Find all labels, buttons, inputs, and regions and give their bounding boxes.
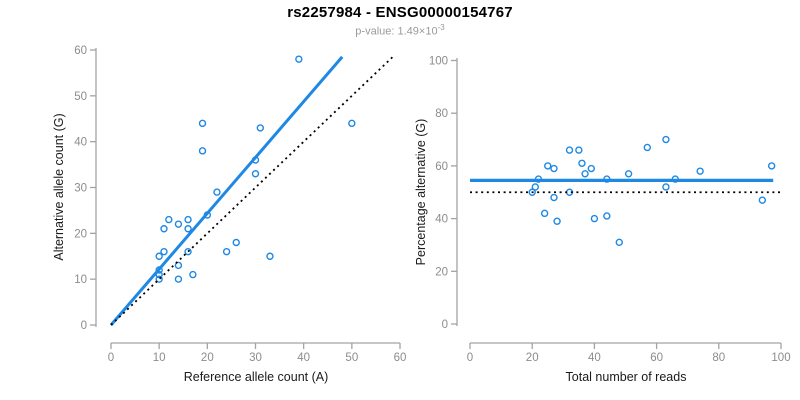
data-point [295,55,303,63]
y-tick-label: 0 [81,320,87,332]
data-point [587,164,595,173]
y-tick-label: 30 [74,183,87,195]
data-point [160,225,168,233]
y-tick-label: 40 [74,137,87,149]
data-point [603,212,611,220]
data-point [615,238,623,247]
x-tick-label: 80 [712,352,725,364]
data-point [213,188,221,196]
data-point [758,196,767,204]
data-point [256,124,265,132]
data-point [184,225,192,233]
data-point [624,170,633,178]
y-tick-label: 60 [74,45,87,57]
data-point [553,217,561,225]
x-tick-label: 50 [345,352,358,364]
data-point [662,183,670,191]
data-point [251,170,260,178]
y-tick-label: 40 [435,214,448,226]
data-point [198,119,207,128]
p-value-exponent: -3 [437,23,445,32]
x-tick-label: 20 [526,352,539,364]
y-tick-label: 20 [435,266,448,278]
x-tick-label: 0 [108,352,114,364]
y-tick-label: 10 [74,274,87,286]
data-point [544,162,552,170]
data-point [578,159,586,167]
data-point [155,252,163,260]
x-tick-label: 60 [650,352,663,364]
data-point [575,146,583,154]
data-point [662,135,670,144]
y-tick-label: 20 [74,228,87,240]
data-point [540,209,549,218]
data-point [160,247,168,256]
data-point [531,183,540,191]
data-point [174,261,183,270]
data-point [643,143,651,152]
data-point [232,238,240,247]
y-axis-title: Percentage alternative (G) [414,119,428,266]
data-point [184,215,192,224]
data-point [155,275,163,283]
data-point [165,215,173,224]
data-point [174,220,183,228]
data-point [348,119,356,128]
data-point [767,162,776,170]
y-tick-label: 80 [435,108,448,120]
data-point [184,247,192,256]
data-point [565,146,574,154]
x-tick-label: 20 [201,352,214,364]
data-point [550,164,558,173]
data-point [696,167,704,175]
data-point [266,252,274,260]
p-value-text: p-value: 1.49×10 [355,25,438,38]
x-tick-label: 40 [297,352,310,364]
x-tick-label: 60 [394,352,407,364]
data-point [174,275,183,283]
y-tick-label: 50 [74,91,87,103]
data-point [189,270,197,279]
figure-header: rs2257984 - ENSG00000154767 p-value: 1.4… [0,4,800,38]
y-tick-label: 100 [429,56,448,68]
y-axis-title: Alternative allele count (G) [52,113,66,260]
data-point [581,170,589,178]
y-tick-label: 0 [442,319,448,331]
identity-line [110,56,394,326]
x-tick-label: 40 [588,352,601,364]
data-point [198,147,207,155]
page-title: rs2257984 - ENSG00000154767 [287,4,513,21]
data-point [222,247,231,256]
x-tick-label: 100 [771,352,790,364]
x-tick-label: 0 [467,352,473,364]
data-point [590,214,599,223]
y-tick-label: 60 [435,161,448,173]
x-axis-title: Total number of reads [566,370,687,384]
fitted-line [109,55,344,326]
x-axis-title: Reference allele count (A) [184,370,329,384]
p-value-subtitle: p-value: 1.49×10-3 [0,23,800,38]
data-point [550,193,558,202]
data-point [528,188,536,196]
x-tick-label: 10 [153,352,166,364]
x-tick-label: 30 [249,352,262,364]
